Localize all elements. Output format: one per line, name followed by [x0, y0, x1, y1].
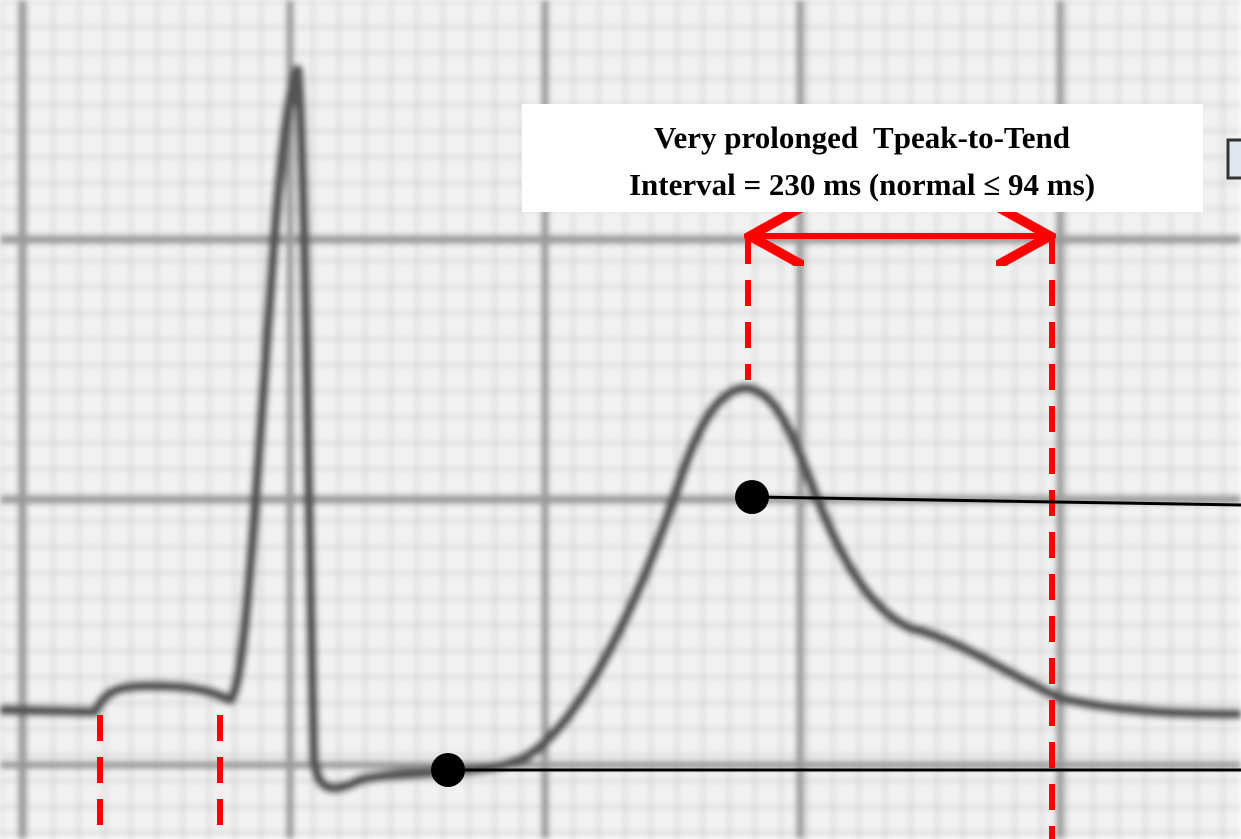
ecg-trace — [0, 64, 1241, 794]
edge-box — [1226, 138, 1241, 180]
label-line: Interval = 230 ms (normal ≤ 94 ms) — [629, 167, 1095, 202]
label-box — [522, 104, 1203, 212]
label-line: Very prolonged Tpeak-to-Tend — [654, 120, 1070, 155]
pointers — [431, 480, 1241, 787]
